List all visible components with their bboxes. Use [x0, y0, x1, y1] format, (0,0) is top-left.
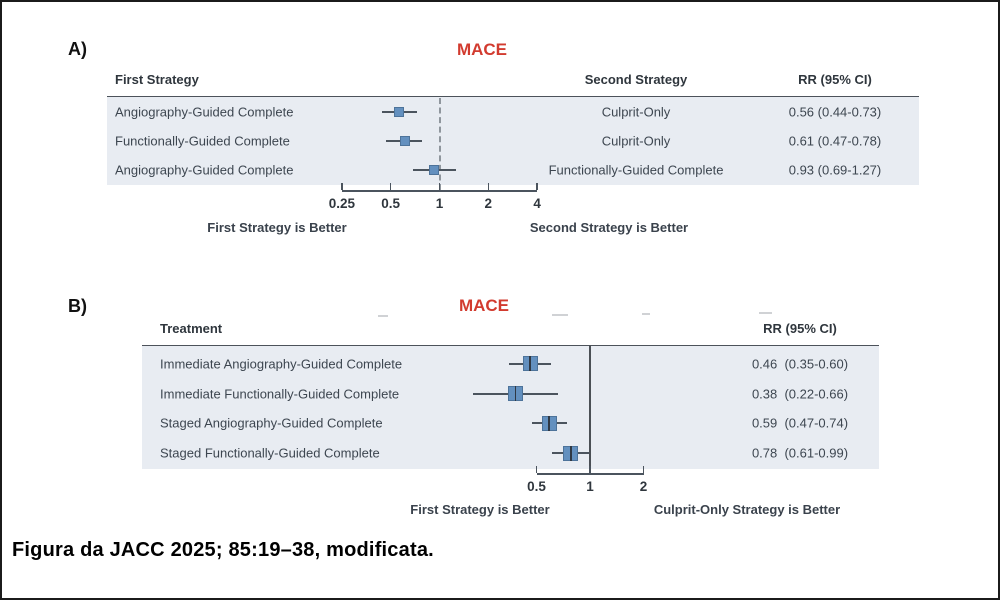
- rr-value-cell: 0.56 (0.44-0.73): [788, 104, 882, 120]
- panel-a-col-second-strategy: Second Strategy: [584, 72, 688, 87]
- point-marker: [393, 107, 404, 118]
- reference-line: [438, 98, 441, 190]
- point-estimate-tick: [548, 415, 551, 431]
- table-row: Immediate Functionally-Guided Complete 0…: [142, 379, 879, 409]
- x-axis-tick: [589, 466, 591, 473]
- panel-a-col-first-strategy: First Strategy: [115, 72, 199, 87]
- x-axis-tick: [487, 183, 490, 190]
- treatment-cell: Immediate Angiography-Guided Complete: [160, 356, 403, 372]
- rr-value-cell: 0.38 (0.22-0.66): [751, 386, 849, 402]
- point-marker: [429, 164, 440, 175]
- smudge-artifact: [378, 315, 388, 317]
- point-estimate-tick: [529, 356, 531, 372]
- x-axis-line: [536, 473, 644, 475]
- panel-b-title: MACE: [458, 296, 510, 315]
- table-row: Angiography-Guided Complete Functionally…: [107, 155, 919, 184]
- panel-a-right-direction-label: Second Strategy is Better: [529, 220, 689, 235]
- treatment-cell: Staged Angiography-Guided Complete: [160, 415, 383, 431]
- x-axis-tick-label: 0.25: [328, 196, 356, 211]
- panel-a-left-direction-label: First Strategy is Better: [207, 220, 347, 235]
- smudge-artifact: [642, 313, 650, 315]
- x-axis-tick: [389, 183, 392, 190]
- x-axis-tick: [642, 466, 645, 473]
- x-axis-tick: [438, 183, 441, 190]
- table-row: Staged Functionally-Guided Complete 0.78…: [142, 438, 879, 468]
- rr-value-cell: 0.93 (0.69-1.27): [788, 162, 882, 178]
- second-strategy-cell: Culprit-Only: [601, 104, 671, 120]
- first-strategy-cell: Functionally-Guided Complete: [115, 133, 290, 149]
- point-marker: [541, 415, 557, 431]
- x-axis-tick-label: 2: [484, 196, 493, 211]
- x-axis-tick-label: 1: [435, 196, 444, 211]
- rr-value-cell: 0.61 (0.47-0.78): [788, 133, 882, 149]
- table-row: Staged Angiography-Guided Complete 0.59 …: [142, 409, 879, 439]
- x-axis-tick-label: 1: [586, 479, 594, 494]
- x-axis-tick-label: 4: [533, 196, 541, 211]
- x-axis-tick: [535, 466, 538, 473]
- panel-a-title: MACE: [456, 40, 508, 59]
- table-row: Angiography-Guided Complete Culprit-Only…: [107, 98, 919, 127]
- table-row: Immediate Angiography-Guided Complete 0.…: [142, 349, 879, 379]
- table-row: Functionally-Guided Complete Culprit-Onl…: [107, 127, 919, 156]
- second-strategy-cell: Functionally-Guided Complete: [548, 162, 724, 178]
- point-marker: [507, 386, 523, 402]
- x-axis-tick: [536, 183, 538, 190]
- panel-b-right-direction-label: Culprit-Only Strategy is Better: [653, 502, 841, 517]
- panel-a-label: A): [68, 39, 87, 59]
- x-axis-tick-label: 2: [639, 479, 648, 494]
- x-axis-tick-label: 0.5: [527, 479, 546, 494]
- treatment-cell: Staged Functionally-Guided Complete: [160, 445, 380, 461]
- point-marker: [522, 356, 538, 372]
- panel-b-rows: Immediate Angiography-Guided Complete 0.…: [142, 349, 879, 468]
- panel-b-col-treatment: Treatment: [160, 321, 223, 336]
- panel-b-row-band: [142, 345, 879, 469]
- figure-caption: Figura da JACC 2025; 85:19–38, modificat…: [12, 539, 434, 561]
- panel-b-left-direction-label: First Strategy is Better: [410, 502, 550, 517]
- x-axis-tick: [341, 183, 343, 190]
- panel-a-rows: Angiography-Guided Complete Culprit-Only…: [107, 98, 919, 184]
- point-marker: [563, 445, 579, 461]
- smudge-artifact: [552, 314, 568, 316]
- panel-a-col-rr: RR (95% CI): [798, 72, 872, 87]
- smudge-artifact: [759, 312, 772, 314]
- second-strategy-cell: Culprit-Only: [601, 133, 671, 149]
- reference-line: [589, 345, 591, 473]
- treatment-cell: Immediate Functionally-Guided Complete: [160, 386, 400, 402]
- point-estimate-tick: [514, 386, 517, 402]
- rr-value-cell: 0.59 (0.47-0.74): [751, 415, 849, 431]
- x-axis-line: [341, 190, 538, 192]
- panel-b-label: B): [68, 296, 87, 316]
- panel-a-row-band: [107, 96, 919, 185]
- point-estimate-tick: [570, 445, 572, 461]
- x-axis-tick-label: 0.5: [381, 196, 401, 211]
- panel-b-col-rr: RR (95% CI): [763, 321, 837, 336]
- rr-value-cell: 0.46 (0.35-0.60): [751, 356, 849, 372]
- rr-value-cell: 0.78 (0.61-0.99): [751, 445, 849, 461]
- point-marker: [399, 136, 410, 146]
- first-strategy-cell: Angiography-Guided Complete: [115, 104, 294, 120]
- first-strategy-cell: Angiography-Guided Complete: [115, 162, 294, 178]
